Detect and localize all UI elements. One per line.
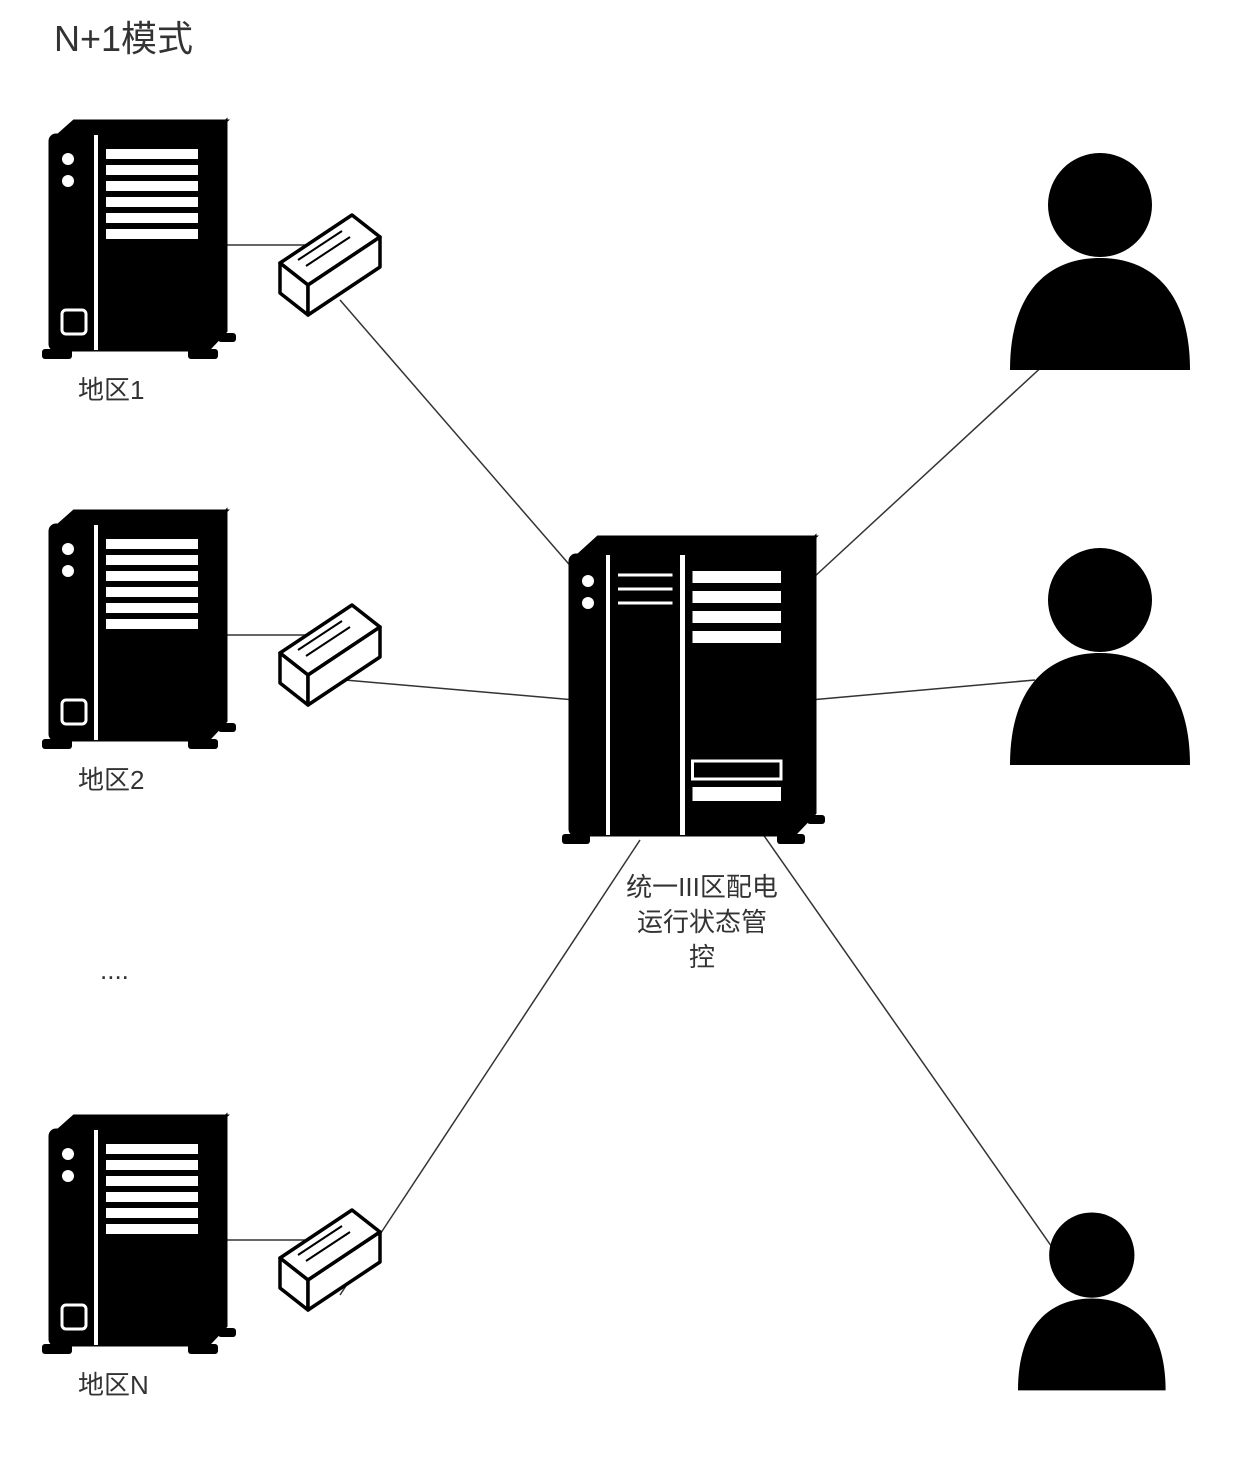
edge xyxy=(810,680,1035,700)
label: 地区1 xyxy=(78,370,144,407)
label: 地区2 xyxy=(78,760,144,797)
edge xyxy=(340,840,640,1295)
edge xyxy=(760,830,1075,1280)
edge xyxy=(340,300,600,600)
center-server-icon xyxy=(562,537,825,844)
label: .... xyxy=(100,955,129,986)
user-icon xyxy=(1018,1212,1166,1390)
server-icon xyxy=(42,121,236,359)
edge xyxy=(345,680,575,700)
modem-icon xyxy=(280,1210,380,1310)
modem-icon xyxy=(280,215,380,315)
center-label: 统一III区配电运行状态管控 xyxy=(602,870,802,975)
server-icon xyxy=(42,511,236,749)
user-icon xyxy=(1010,548,1190,765)
label: 地区N xyxy=(78,1365,149,1402)
modem-icon xyxy=(280,605,380,705)
server-icon xyxy=(42,1116,236,1354)
user-icon xyxy=(1010,153,1190,370)
edge xyxy=(800,350,1060,590)
diagram-title: N+1模式 xyxy=(54,10,193,62)
